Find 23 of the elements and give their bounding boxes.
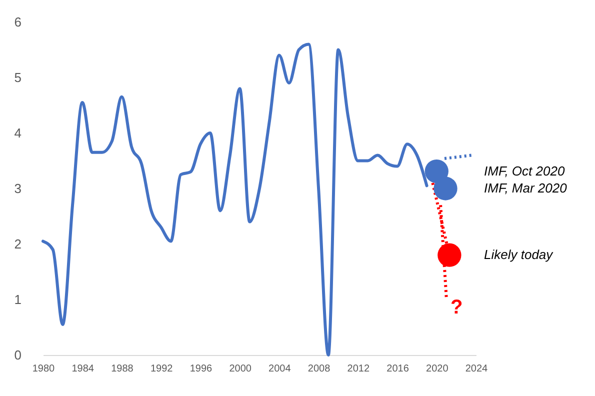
annotation: ?	[450, 296, 463, 318]
x-tick-label: 2004	[268, 364, 292, 374]
x-tick-label: 1992	[150, 364, 174, 374]
series-label: Likely today	[484, 247, 554, 262]
y-tick-label: 4	[14, 126, 22, 140]
x-tick-label: 2024	[465, 364, 488, 374]
y-tick-label: 3	[14, 181, 22, 196]
text: IMF, Oct 2020	[484, 163, 566, 178]
x-tick-label: 2008	[308, 364, 331, 374]
x-tick-label: 1988	[111, 364, 134, 374]
y-tick-label: 6	[14, 14, 22, 30]
x-tick-label: 1984	[72, 364, 94, 374]
y-tick-label: 1	[14, 292, 22, 307]
text: IMF, Mar 2020	[484, 180, 568, 196]
x-tick-label: 2020	[426, 364, 449, 374]
y-tick-label: 5	[14, 70, 22, 85]
x-tick-label: 1996	[190, 364, 213, 374]
y-tick-label: 2	[14, 236, 22, 252]
x-tick-label: 2012	[347, 364, 370, 374]
x-tick-label: 2016	[386, 364, 410, 374]
x-tick-label: 1980	[32, 364, 56, 374]
x-tick-label: 2000	[229, 364, 252, 374]
y-tick-label: 0	[14, 348, 22, 362]
